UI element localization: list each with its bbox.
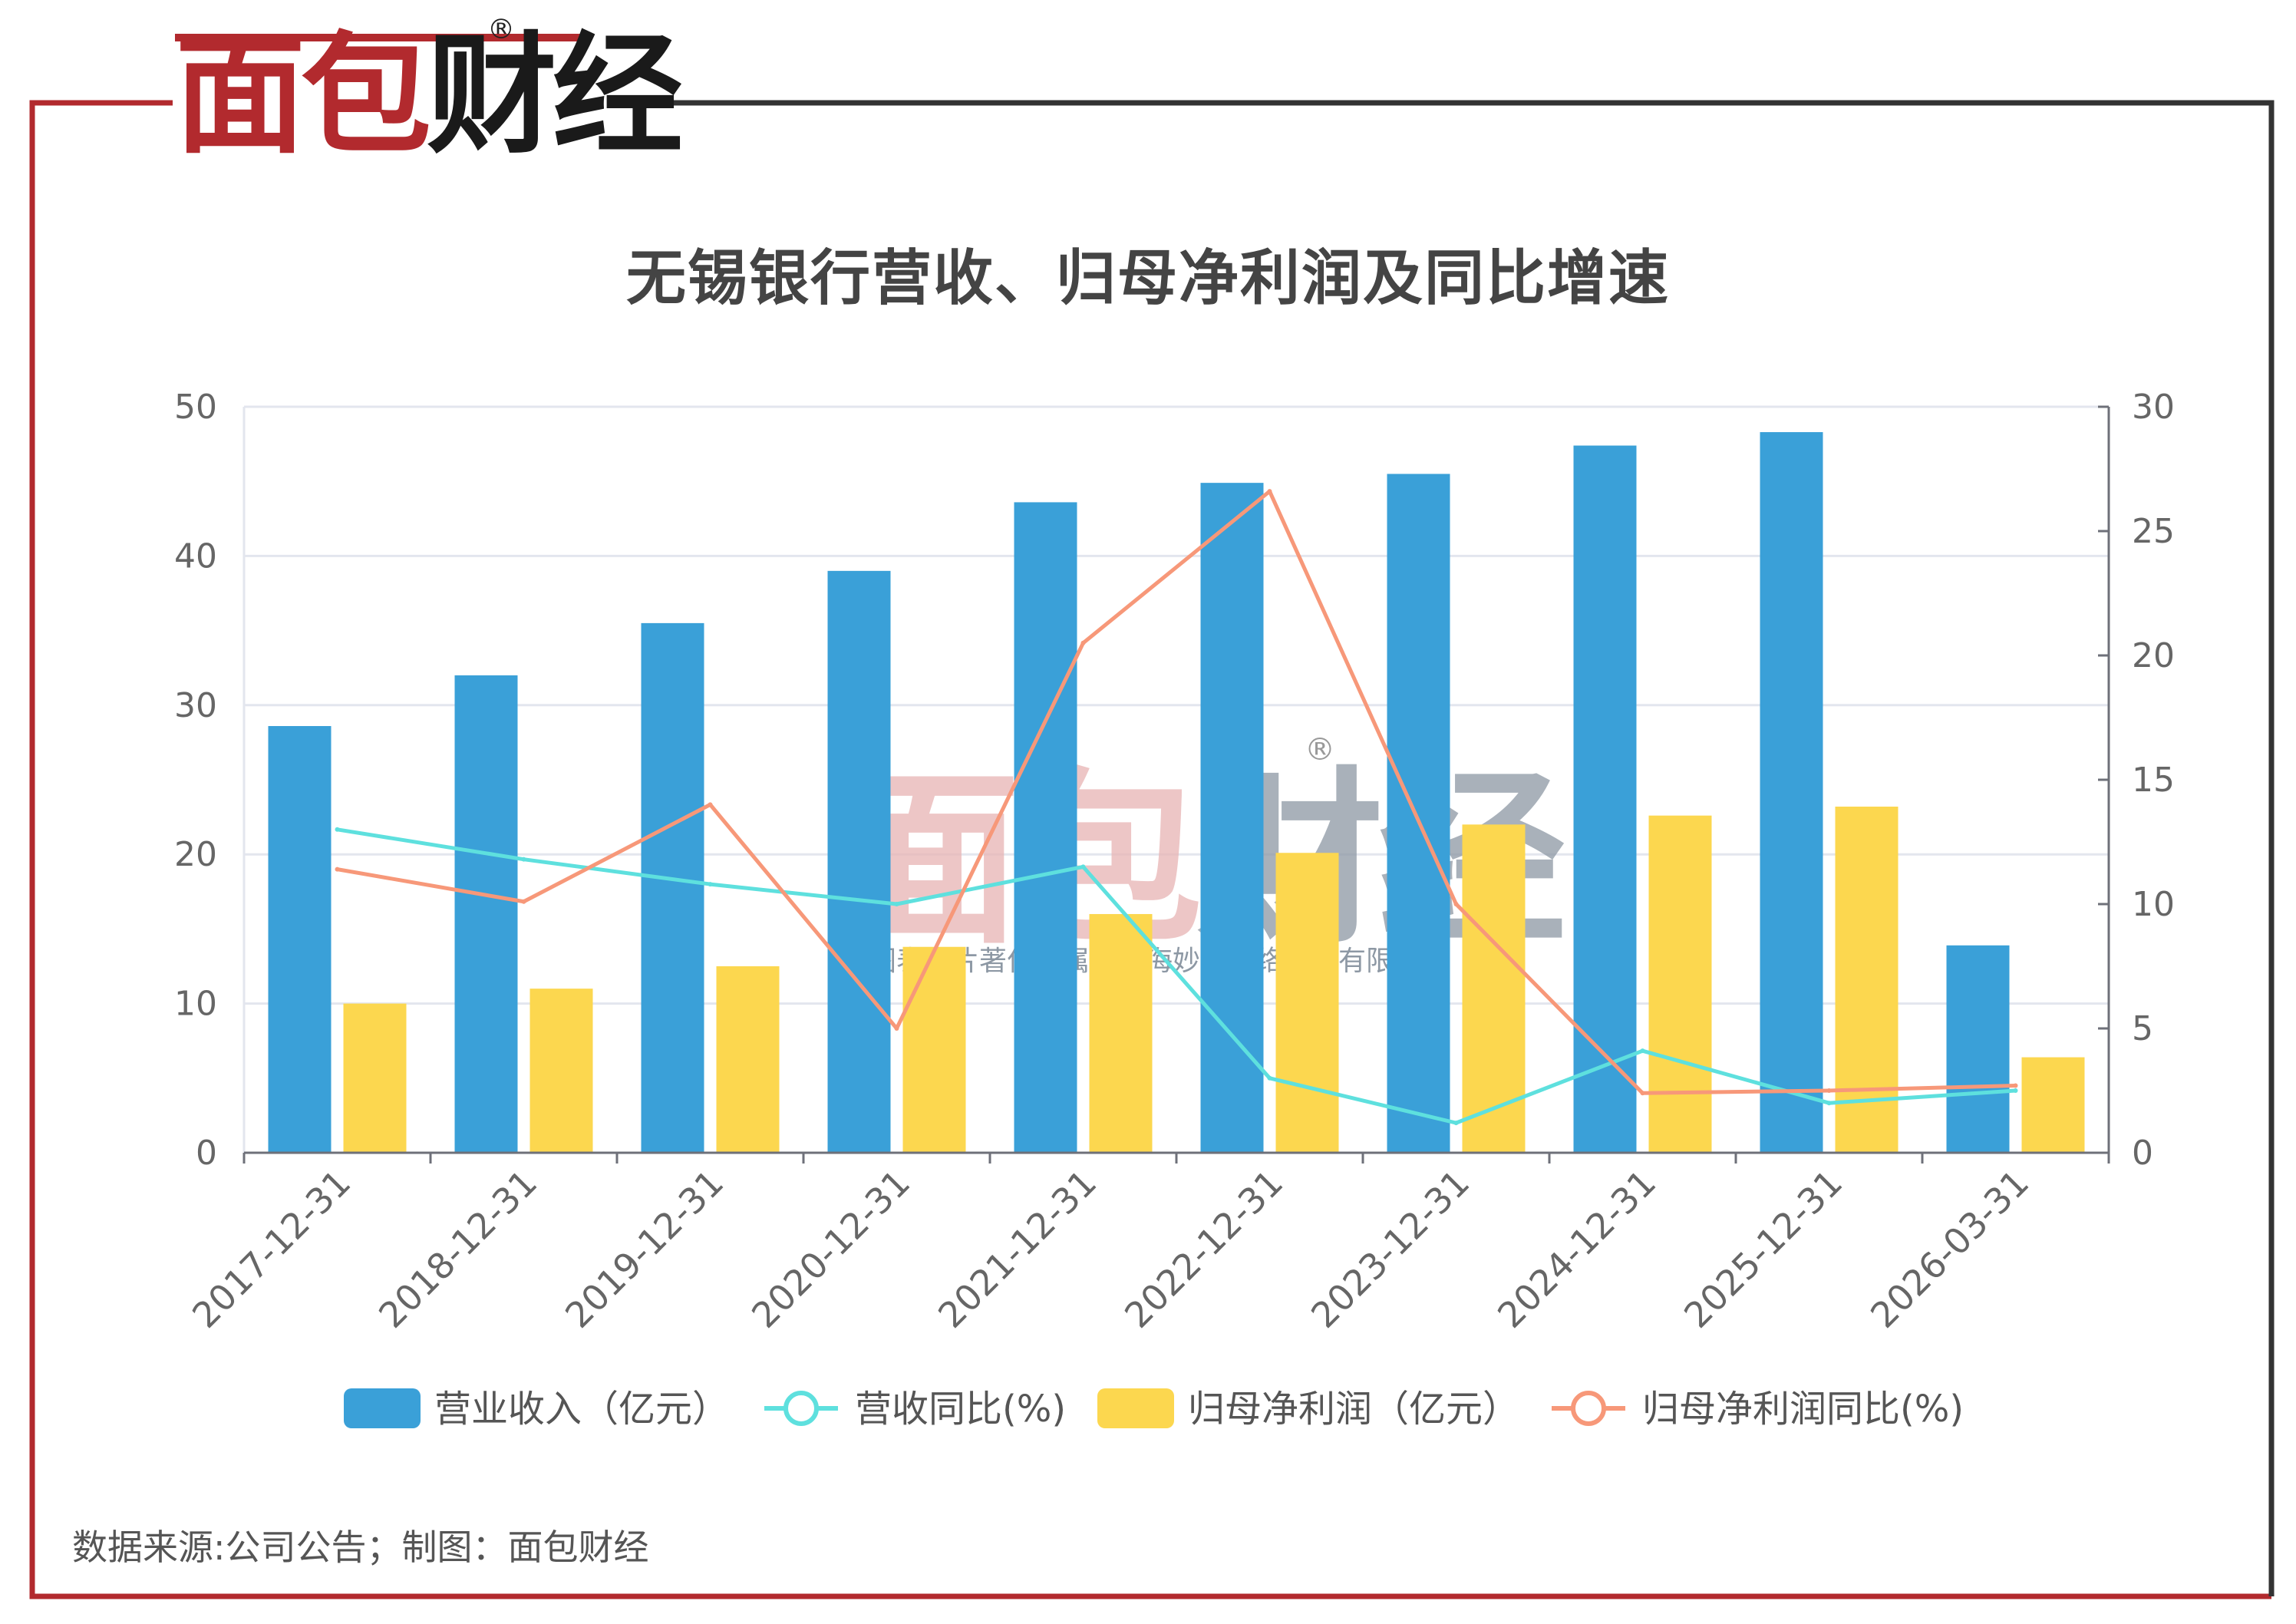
line-point	[1453, 902, 1459, 906]
line-point	[1080, 640, 1086, 645]
line-point	[894, 902, 899, 906]
line-point	[1453, 1121, 1459, 1126]
y-right-tick-label: 30	[2132, 388, 2175, 427]
x-tick-label: 2025-12-31	[1676, 1162, 1850, 1336]
x-tick-label: 2023-12-31	[1303, 1162, 1477, 1336]
x-tick-label: 2018-12-31	[371, 1162, 545, 1336]
brand-logo: 面包财经	[175, 20, 683, 172]
x-tick-label: 2026-03-31	[1862, 1162, 2037, 1336]
x-tick-label: 2024-12-31	[1489, 1162, 1664, 1336]
bar	[1946, 945, 2010, 1153]
x-tick-label: 2020-12-31	[744, 1162, 918, 1336]
bar	[1014, 502, 1077, 1153]
line-point	[2013, 1083, 2018, 1088]
y-left-tick-label: 30	[174, 686, 217, 725]
bar	[1462, 824, 1526, 1153]
bar	[827, 570, 891, 1153]
line-point	[1267, 489, 1272, 494]
y-right-tick-label: 5	[2132, 1009, 2153, 1048]
lines	[335, 489, 2018, 1126]
y-left-tick-label: 40	[174, 536, 217, 576]
logo-registered-mark: ®	[487, 14, 515, 45]
x-tick-label: 2021-12-31	[930, 1162, 1104, 1336]
y-left-tick-label: 50	[174, 388, 217, 427]
bar	[529, 989, 593, 1153]
legend-label: 归母净利润（亿元）	[1188, 1388, 1519, 1431]
bar	[1387, 474, 1450, 1153]
bar	[454, 675, 518, 1153]
line-point	[1640, 1048, 1645, 1054]
line-point	[1267, 1075, 1272, 1081]
y-right-tick-label: 25	[2132, 512, 2175, 551]
x-tick-label: 2022-12-31	[1117, 1162, 1291, 1336]
bar	[268, 726, 332, 1153]
line-point	[335, 866, 340, 872]
bar	[1573, 445, 1637, 1153]
legend-swatch-circle	[1571, 1391, 1606, 1426]
source-note: 数据来源:公司公告；制图：面包财经	[72, 1527, 649, 1568]
line-point	[1640, 1091, 1645, 1096]
y-left-tick-label: 20	[174, 835, 217, 874]
bar	[1760, 432, 1823, 1153]
line-point	[521, 899, 526, 904]
y-left-tick-label: 0	[196, 1134, 217, 1173]
line-point	[708, 882, 713, 887]
bars	[268, 432, 2085, 1153]
bar	[716, 966, 780, 1153]
logo-text-red: 面包	[175, 20, 431, 172]
series-line	[337, 827, 2016, 1125]
bar	[1275, 853, 1339, 1153]
line-point	[1080, 864, 1086, 870]
bar	[343, 1003, 407, 1153]
frame-border-dark	[614, 100, 2275, 1596]
y-right-tick-label: 20	[2132, 636, 2175, 675]
line-point	[708, 802, 713, 807]
y-left-tick-label: 10	[174, 985, 217, 1024]
x-tick-label: 2019-12-31	[557, 1162, 731, 1336]
y-right-tick-label: 15	[2132, 761, 2175, 800]
y-right-tick-label: 0	[2132, 1134, 2153, 1173]
x-tick-label: 2017-12-31	[184, 1162, 358, 1336]
line-point	[521, 857, 526, 862]
logo-underline-accent	[175, 34, 589, 41]
line-point	[1826, 1101, 1832, 1106]
legend-swatch-circle	[783, 1391, 819, 1426]
bar	[1648, 815, 1712, 1153]
legend-label: 营业收入（亿元）	[434, 1388, 729, 1431]
line-point	[335, 827, 340, 832]
bar	[1200, 483, 1264, 1153]
legend-label: 营收同比(%)	[855, 1388, 1066, 1431]
line-point	[894, 1026, 899, 1031]
legend-swatch-bar	[1097, 1388, 1174, 1428]
series-line	[337, 489, 2016, 1095]
bar	[1835, 806, 1898, 1153]
bar	[2021, 1057, 2085, 1153]
line-point	[2013, 1088, 2018, 1093]
legend: 营业收入（亿元） 营收同比(%) 归母净利润（亿元） 归母净利润同比(%)	[344, 1388, 1964, 1431]
chart-title: 无锡银行营收、归母净利润及同比增速	[625, 244, 1670, 313]
y-right-tick-label: 10	[2132, 885, 2175, 924]
watermark-registered-mark: ®	[1305, 732, 1335, 767]
logo-text-dark: 财经	[427, 20, 683, 172]
bar	[1089, 913, 1153, 1153]
line-point	[1826, 1088, 1832, 1093]
legend-label: 归母净利润同比(%)	[1642, 1388, 1964, 1431]
bar	[902, 946, 966, 1153]
frame-border-red	[29, 100, 2271, 1599]
legend-swatch-bar	[344, 1388, 421, 1428]
watermark: 面包财经 ® 本图表图片著作权属于上海妙探网络科技有限公司	[833, 732, 1571, 977]
bar	[641, 622, 704, 1153]
